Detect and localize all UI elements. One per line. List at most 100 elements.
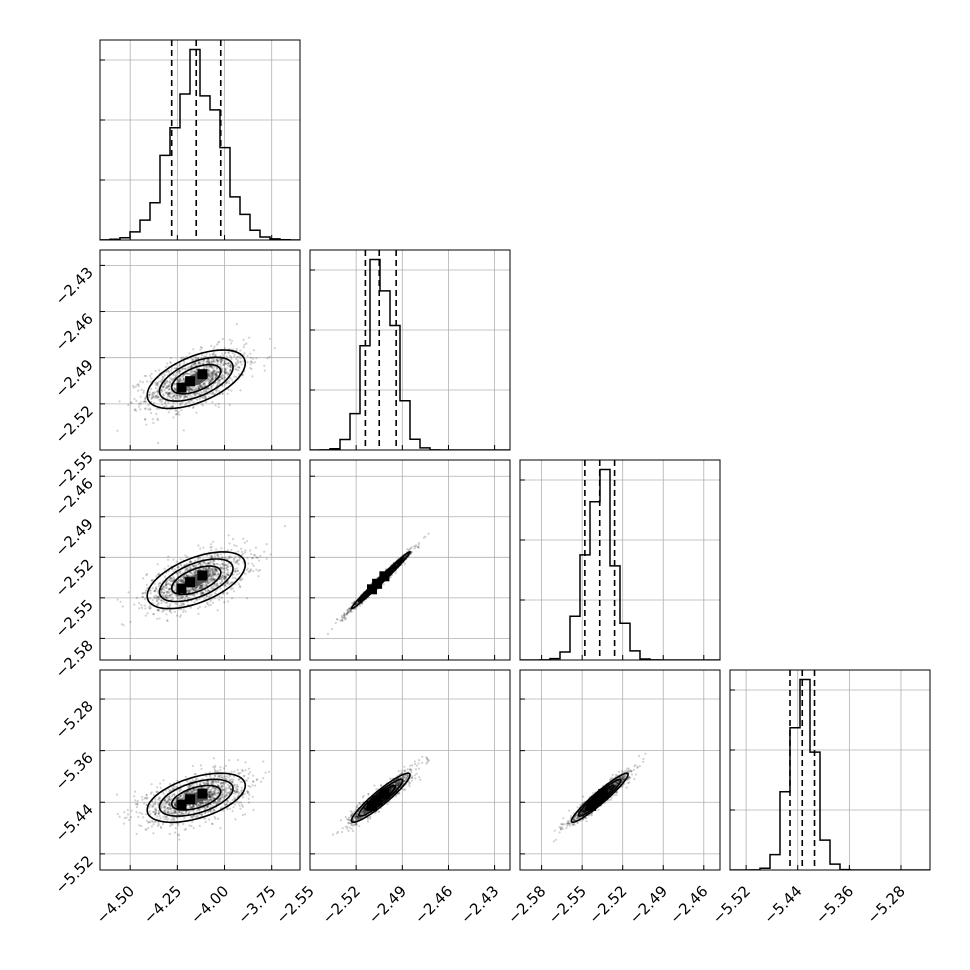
sample-point xyxy=(176,614,179,617)
sample-point xyxy=(229,565,232,568)
density-peak-cells xyxy=(176,369,208,393)
sample-point xyxy=(173,811,176,814)
sample-point xyxy=(210,378,213,381)
sample-point xyxy=(345,612,348,616)
sample-point xyxy=(213,578,216,582)
sample-point xyxy=(162,386,165,389)
sample-point xyxy=(164,596,167,599)
sample-point xyxy=(269,553,272,556)
sample-point xyxy=(155,395,158,398)
sample-point xyxy=(212,560,215,563)
sample-point xyxy=(205,554,208,557)
sample-point xyxy=(159,817,162,820)
sample-point xyxy=(201,354,204,357)
sample-point xyxy=(195,586,198,589)
sample-point xyxy=(205,387,208,391)
sample-point xyxy=(206,359,209,362)
sample-point xyxy=(137,815,140,819)
sample-point xyxy=(204,394,207,398)
sample-point xyxy=(360,602,364,605)
sample-point xyxy=(157,395,160,398)
sample-point xyxy=(158,609,161,612)
sample-point xyxy=(186,589,189,592)
sample-point xyxy=(213,555,216,558)
sample-point xyxy=(231,576,234,579)
sample-point xyxy=(193,393,197,396)
sample-point xyxy=(204,801,207,805)
sample-point xyxy=(217,554,220,557)
sample-point xyxy=(215,358,219,361)
sample-point xyxy=(226,799,229,802)
sample-point xyxy=(167,384,170,387)
sample-point xyxy=(156,608,159,611)
sample-point xyxy=(200,801,203,804)
sample-point xyxy=(202,382,206,385)
sample-point xyxy=(211,374,214,377)
sample-point xyxy=(394,571,397,575)
sample-point xyxy=(180,595,183,598)
sample-point xyxy=(159,782,162,785)
sample-point xyxy=(171,568,174,571)
sample-point xyxy=(171,592,174,595)
sample-point xyxy=(339,619,342,622)
sample-point xyxy=(194,571,197,574)
sample-point xyxy=(180,604,183,608)
sample-point xyxy=(139,403,142,406)
sample-point xyxy=(210,576,213,579)
sample-point xyxy=(254,554,257,557)
sample-point xyxy=(152,578,155,582)
sample-point xyxy=(211,794,214,797)
sample-point xyxy=(257,569,260,573)
sample-point xyxy=(215,562,218,566)
sample-point xyxy=(241,550,244,554)
sample-point xyxy=(186,575,189,578)
sample-point xyxy=(225,573,228,576)
sample-point xyxy=(212,392,215,395)
sample-point xyxy=(215,548,218,551)
sample-point xyxy=(214,376,217,379)
sample-point xyxy=(152,401,155,405)
sample-point xyxy=(208,790,211,793)
sample-point xyxy=(210,373,213,376)
sample-point xyxy=(208,791,211,794)
sample-point xyxy=(208,369,211,372)
sample-point xyxy=(220,579,224,582)
sample-point xyxy=(186,388,189,391)
sample-point xyxy=(211,372,214,375)
sample-point xyxy=(220,566,223,570)
sample-point xyxy=(221,368,224,371)
sample-point xyxy=(223,361,226,365)
sample-point xyxy=(211,376,214,379)
sample-point xyxy=(346,611,349,614)
sample-point xyxy=(235,789,238,792)
sample-point xyxy=(224,575,227,579)
sample-point xyxy=(193,572,196,575)
panel-frame xyxy=(99,39,301,241)
sample-point xyxy=(186,385,189,389)
sample-point xyxy=(151,418,154,421)
sample-point xyxy=(257,575,260,578)
sample-point xyxy=(122,822,126,825)
sample-point xyxy=(217,405,220,408)
sample-point xyxy=(212,601,215,605)
sample-point xyxy=(223,352,227,355)
sample-point xyxy=(211,568,214,571)
sample-point xyxy=(240,363,243,366)
sample-point xyxy=(214,571,217,574)
sample-point xyxy=(168,579,172,582)
sample-point xyxy=(151,395,154,398)
sample-point xyxy=(204,581,207,584)
sample-point xyxy=(207,387,210,390)
sample-point xyxy=(252,808,255,812)
sample-point xyxy=(219,363,222,366)
sample-point xyxy=(201,396,204,399)
sample-point xyxy=(127,403,130,407)
sample-point xyxy=(191,594,195,597)
sample-point xyxy=(210,376,213,379)
sample-point xyxy=(207,580,210,583)
sample-point xyxy=(147,821,150,824)
sample-point xyxy=(160,388,164,391)
sample-point xyxy=(214,801,217,804)
sample-point xyxy=(202,583,205,586)
sample-point xyxy=(210,578,214,581)
